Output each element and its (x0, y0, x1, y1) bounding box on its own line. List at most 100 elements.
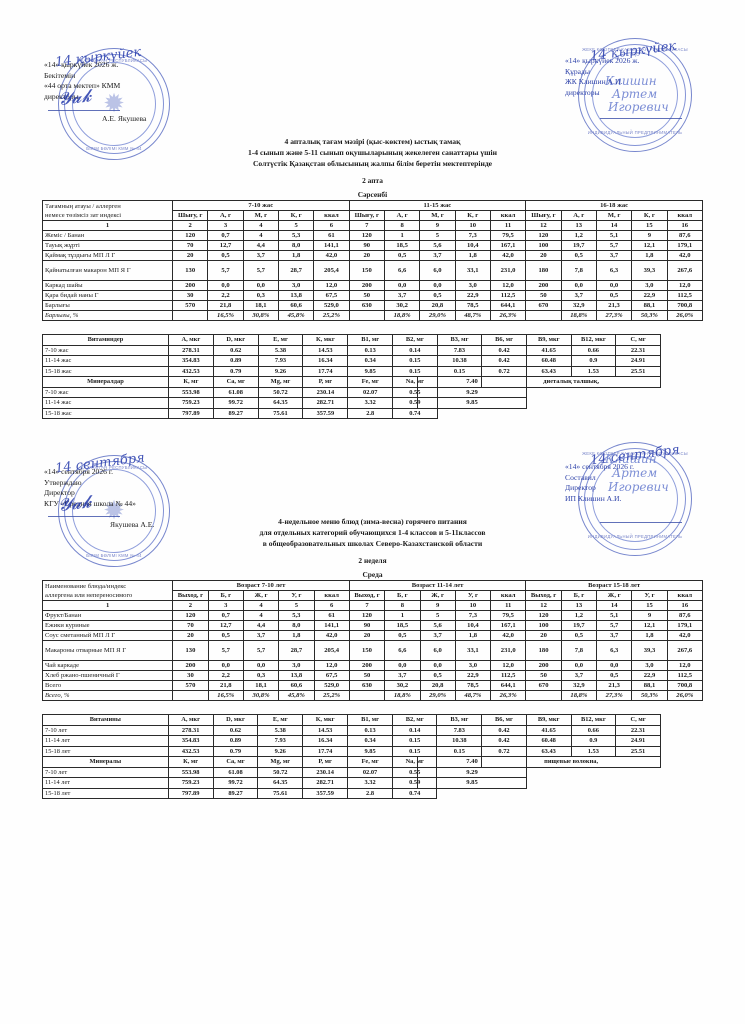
vitamin-value: 0.89 (212, 735, 259, 747)
nutrition-value: 5,7 (207, 640, 244, 661)
mineral-value: 0.74 (391, 787, 438, 799)
percent-value: 30,8% (242, 310, 279, 321)
mineral-value: 99.72 (212, 397, 259, 409)
vitamin-value: 1.53 (570, 365, 617, 377)
nutrition-value: 12,1 (631, 240, 668, 251)
nutrition-value: 0,0 (384, 660, 421, 671)
nutrition-value: 7,3 (454, 230, 491, 241)
nutrition-value: 28,7 (277, 260, 315, 281)
nutrition-value: 1,8 (454, 250, 491, 261)
nutrition-value: 5,1 (595, 230, 633, 241)
minerals-title: Минералдар (42, 376, 169, 388)
table-row: Қара бидай наны Г 30 2,2 0,3 13,8 67,5 50 3,7 0,… (42, 290, 703, 301)
vitamin-value: 24.91 (615, 355, 661, 367)
fiber-table-ru: 7.40 9.29 9.85 (417, 756, 527, 789)
percent-value: 26,0% (666, 690, 704, 701)
menu-table-kk: Тағамның атауы / аллерген немесе төзімсіз… (42, 200, 703, 321)
title-ru-line1: 4-недельное меню блюд (зима-весна) горяч… (278, 517, 467, 526)
day-label-ru: Среда (362, 570, 383, 579)
fiber-value: 9.29 (417, 766, 527, 778)
fiber-slot (482, 408, 661, 419)
subheader-cell: Шығу, г (525, 210, 562, 221)
percent-value: 29,0% (419, 690, 456, 701)
nutrition-value: 42,0 (490, 630, 527, 641)
table-row: Ежики куриные 70 12,7 4,4 8,0 141,1 90 18,5 5,6 1… (41, 620, 704, 631)
index-cell: 14 (595, 220, 633, 231)
nutrition-value: 42,0 (489, 250, 527, 261)
mineral-value: 64.35 (257, 397, 304, 409)
signature-line-kk-right (600, 118, 682, 119)
nutrition-value: 6,0 (419, 640, 456, 661)
subheader-cell: Б, г (384, 590, 421, 601)
state-emblem-icon: ✹ (103, 496, 125, 525)
subheader-cell: Ж, г (419, 590, 456, 601)
nutrition-value: 120 (348, 230, 386, 241)
nutrition-value: 10,4 (454, 620, 492, 631)
subheader-cell: Ж, г (596, 590, 633, 601)
nutrition-value: 231,0 (490, 640, 527, 661)
entrepreneur-seal-kk: ЖЕКЕ КӘСІПКЕР ҚАЗАҚСТАН РЕСПУБЛИКАСЫ СҚО… (578, 38, 692, 152)
nutrition-value: 42,0 (666, 250, 703, 261)
total-value: 644,1 (489, 300, 527, 311)
vitamin-value: 17.74 (302, 745, 349, 757)
percent-value: 18,8% (560, 310, 597, 321)
percent-value: 25,2% (313, 690, 350, 701)
vitamin-value: 7.93 (257, 735, 304, 747)
age-label: 15-18 жас (42, 407, 169, 419)
nutrition-value: 5,6 (419, 620, 456, 631)
total-value: 21,8 (207, 680, 244, 691)
vitamin-value: 0.42 (481, 355, 527, 367)
nutrition-value: 12,0 (666, 280, 703, 291)
index-cell: 7 (348, 600, 386, 611)
vitamin-header-cell: D, мкг (212, 714, 259, 726)
nutrition-value: 141,1 (313, 240, 350, 251)
mineral-header-cell: Mg, мг (257, 756, 304, 768)
vitamin-value: 24.91 (615, 735, 661, 747)
total-value: 670 (525, 680, 562, 691)
nutrition-value: 20 (348, 250, 386, 261)
vitamins-header-row: Витаминдер А, мкг D, мкг Е, мг К, мкг В1, мг В… (42, 334, 661, 346)
nutrition-value: 200 (348, 280, 386, 291)
mineral-value: 2.8 (347, 787, 393, 799)
nutrition-value: 205,4 (313, 640, 350, 661)
menu-table-ru: Наименование блюда/индекс аллергена или н… (41, 580, 704, 701)
vitamin-value: 354.83 (167, 735, 214, 747)
total-value: 60,6 (277, 300, 315, 311)
nutrition-value: 0,0 (595, 280, 633, 291)
nutrition-value: 0,5 (595, 290, 633, 301)
nutrition-value: 18,5 (384, 620, 421, 631)
nutrition-value: 8,0 (278, 620, 315, 631)
nutrition-value: 0,0 (383, 280, 421, 291)
nutrition-value: 1,2 (560, 610, 598, 621)
vitamin-value: 63.43 (525, 365, 572, 377)
vitamin-header-cell: С, мг (615, 334, 661, 346)
nutrition-value: 39,3 (631, 640, 668, 661)
total-value: 30,2 (383, 300, 421, 311)
nutrition-value: 42,0 (313, 630, 350, 641)
index-cell: 13 (560, 220, 597, 231)
percent-value: 48,7% (454, 690, 492, 701)
nutrition-value: 0,0 (419, 280, 456, 291)
mineral-value: 89.27 (212, 407, 259, 419)
total-value: 18,1 (242, 300, 279, 311)
nutrition-value: 3,7 (242, 630, 280, 641)
school-seal-ru: ✹ ҚАЗАҚСТАН РЕСПУБЛИКАСЫ БІЛІМ БӨЛІМІ КМ… (58, 455, 170, 567)
total-row: Барлығы 570 21,8 18,1 60,6 529,0 630 30,2 20,8 78… (42, 300, 703, 311)
nutrition-value: 3,7 (383, 290, 421, 301)
nutrition-value: 3,0 (454, 660, 492, 671)
title-ru: 4-недельное меню блюд (зима-весна) горяч… (0, 516, 745, 549)
nutrition-value: 12,0 (313, 280, 350, 291)
total-value: 21,8 (207, 300, 244, 311)
dish-name: Чай каркаде (41, 660, 174, 671)
nutrition-value: 13,8 (277, 290, 315, 301)
age-label: 15-18 лет (42, 787, 169, 799)
compiler-role-kk: директоры (565, 87, 600, 97)
mineral-header-cell: Са, мг (212, 756, 259, 768)
nutrition-value: 112,5 (489, 290, 527, 301)
age-label: 7-10 лет (42, 724, 169, 736)
approval-org-kk: «44 орта мектеп» КММ (44, 81, 121, 90)
mineral-value: 02.07 (347, 766, 393, 778)
nutrition-value: 12,0 (666, 660, 704, 671)
vitamin-value: 41.65 (525, 724, 572, 736)
